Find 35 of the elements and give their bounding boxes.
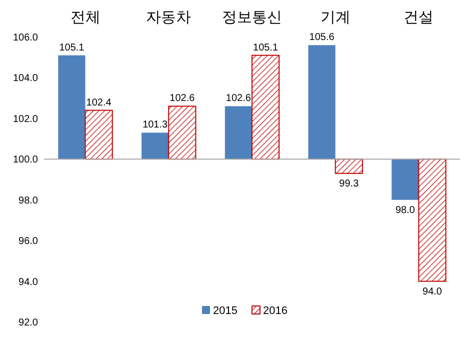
legend-label: 2015 bbox=[213, 304, 238, 317]
y-tick-label: 92.0 bbox=[18, 318, 38, 328]
y-tick-label: 106.0 bbox=[12, 32, 38, 44]
y-tick-label: 96.0 bbox=[18, 236, 38, 248]
data-label: 105.6 bbox=[309, 32, 335, 44]
legend-label: 2016 bbox=[263, 304, 288, 317]
bar bbox=[84, 110, 113, 160]
data-label: 102.4 bbox=[86, 97, 112, 108]
x-tick-label: 건설 bbox=[404, 9, 434, 26]
y-tick-label: 94.0 bbox=[18, 276, 38, 288]
data-label: 105.1 bbox=[59, 42, 85, 54]
data-label: 102.6 bbox=[226, 93, 252, 104]
bar bbox=[418, 158, 446, 282]
data-label: 102.6 bbox=[170, 93, 196, 104]
data-label: 99.3 bbox=[339, 178, 360, 190]
x-tick-label: 전체 bbox=[70, 9, 100, 26]
bar bbox=[58, 55, 86, 160]
bar bbox=[168, 106, 196, 160]
data-label: 94.0 bbox=[422, 286, 442, 298]
bar bbox=[252, 54, 280, 160]
y-tick-label: 104.0 bbox=[12, 73, 38, 84]
x-tick-label: 기계 bbox=[320, 9, 350, 26]
bar bbox=[142, 132, 169, 160]
y-tick-label: 98.0 bbox=[18, 195, 38, 206]
y-tick-label: 102.0 bbox=[12, 114, 38, 125]
data-label: 101.3 bbox=[142, 120, 168, 131]
x-tick-label: 정보통신 bbox=[222, 9, 282, 26]
bar bbox=[308, 45, 336, 160]
data-label: 98.0 bbox=[395, 204, 416, 216]
bar bbox=[334, 158, 363, 174]
x-tick-label: 자동차 bbox=[146, 9, 192, 26]
y-tick-label: 100.0 bbox=[12, 154, 38, 166]
bar bbox=[392, 159, 419, 200]
data-label: 105.1 bbox=[253, 42, 278, 54]
bar bbox=[224, 106, 252, 160]
